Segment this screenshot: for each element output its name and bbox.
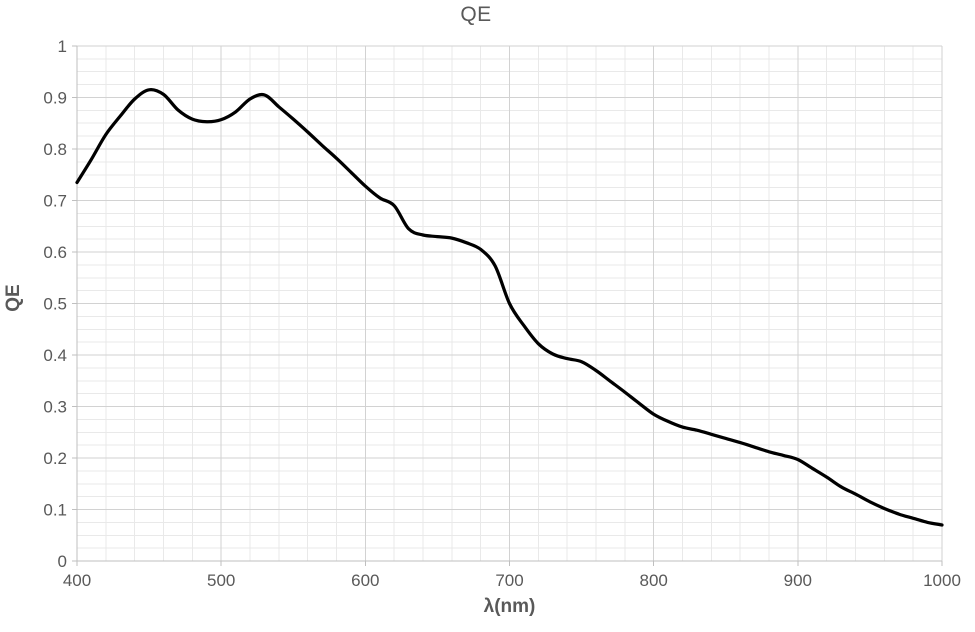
- x-tick-label: 600: [351, 571, 379, 590]
- qe-curve: [75, 88, 944, 527]
- y-tick-label: 0.5: [43, 295, 67, 314]
- chart-title: QE: [460, 3, 492, 26]
- y-tick-label: 0: [58, 552, 67, 571]
- y-tick-label: 0.1: [43, 501, 67, 520]
- y-tick-label: 1: [58, 37, 67, 56]
- y-tick-label: 0.7: [43, 192, 67, 211]
- y-tick-label: 0.8: [43, 140, 67, 159]
- x-tick-label: 700: [495, 571, 523, 590]
- x-tick-label: 1000: [923, 571, 961, 590]
- x-tick-label: 500: [207, 571, 235, 590]
- y-tick-label: 0.9: [43, 89, 67, 108]
- x-tick-label: 400: [63, 571, 91, 590]
- y-tick-label: 0.3: [43, 398, 67, 417]
- y-tick-label: 0.2: [43, 449, 67, 468]
- x-tick-label: 900: [784, 571, 812, 590]
- x-tick-label: 800: [640, 571, 668, 590]
- y-tick-label: 0.6: [43, 243, 67, 262]
- y-tick-label: 0.4: [43, 346, 67, 365]
- x-axis-title: λ(nm): [483, 596, 536, 617]
